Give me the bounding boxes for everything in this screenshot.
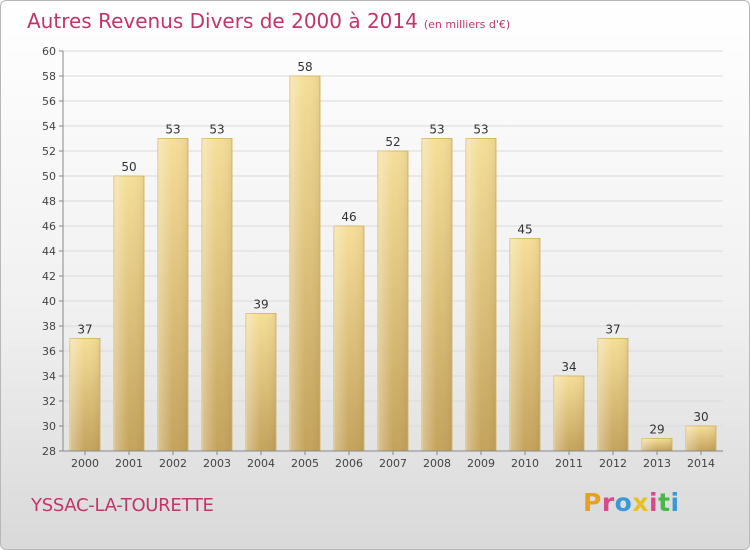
logo-letter: i xyxy=(670,488,680,517)
bar-highlight xyxy=(598,338,628,451)
proxiti-logo: Proxiti xyxy=(583,488,680,517)
y-tick-label: 36 xyxy=(42,345,56,358)
bar-highlight xyxy=(290,76,320,451)
title-unit: (en milliers d'€) xyxy=(423,18,511,31)
bar-value-label: 45 xyxy=(517,223,532,237)
y-tick-label: 54 xyxy=(42,120,56,133)
y-tick-label: 56 xyxy=(42,95,56,108)
bar-value-label: 53 xyxy=(429,123,444,137)
commune-name: YSSAC-LA-TOURETTE xyxy=(31,495,214,516)
x-tick-label: 2011 xyxy=(555,457,583,470)
bar-value-label: 39 xyxy=(253,298,268,312)
x-tick-label: 2009 xyxy=(467,457,495,470)
bar-value-label: 37 xyxy=(77,323,92,337)
x-tick-label: 2000 xyxy=(71,457,99,470)
y-tick-label: 46 xyxy=(42,220,56,233)
logo-letter: o xyxy=(614,488,633,517)
y-tick-label: 44 xyxy=(42,245,56,258)
bar-highlight xyxy=(510,238,540,451)
bar-value-label: 53 xyxy=(473,123,488,137)
logo-letter: t xyxy=(658,488,671,517)
bar-value-label: 30 xyxy=(693,410,708,424)
bars: 37 50 53 53 39 58 46 52 53 53 45 34 37 29 30 xyxy=(69,60,717,452)
bar-highlight xyxy=(70,338,100,451)
bar-highlight xyxy=(202,138,232,451)
bar-highlight xyxy=(554,376,584,451)
y-tick-label: 50 xyxy=(42,170,56,183)
bar-highlight xyxy=(378,151,408,451)
y-tick-label: 32 xyxy=(42,395,56,408)
x-axis: 2000 2001 2002 2003 2004 2005 2006 2007 2008 2009… xyxy=(63,450,723,470)
bar-value-label: 52 xyxy=(385,135,400,149)
x-tick-label: 2003 xyxy=(203,457,231,470)
y-tick-label: 38 xyxy=(42,320,56,333)
y-tick-label: 28 xyxy=(42,445,56,458)
bar-value-label: 46 xyxy=(341,210,356,224)
y-tick-label: 52 xyxy=(42,145,56,158)
y-tick-label: 30 xyxy=(42,420,56,433)
logo-letter: r xyxy=(601,488,615,517)
bar-value-label: 50 xyxy=(121,160,136,174)
title-text: Autres Revenus Divers de 2000 à 2014 xyxy=(27,9,418,33)
bar-highlight xyxy=(642,438,672,451)
bar-highlight xyxy=(158,138,188,451)
y-tick-label: 48 xyxy=(42,195,56,208)
y-tick-label: 40 xyxy=(42,295,56,308)
bar-value-label: 34 xyxy=(561,360,576,374)
y-tick-label: 34 xyxy=(42,370,56,383)
x-tick-label: 2006 xyxy=(335,457,363,470)
logo-letter: P xyxy=(583,488,602,517)
bar-highlight xyxy=(246,313,276,451)
x-tick-label: 2010 xyxy=(511,457,539,470)
bar-value-label: 53 xyxy=(209,123,224,137)
bar-value-label: 58 xyxy=(297,60,312,74)
bar-highlight xyxy=(686,426,716,451)
x-tick-label: 2007 xyxy=(379,457,407,470)
x-tick-label: 2005 xyxy=(291,457,319,470)
y-tick-label: 58 xyxy=(42,70,56,83)
logo-letter: x xyxy=(632,488,649,517)
x-tick-label: 2002 xyxy=(159,457,187,470)
bar-value-label: 37 xyxy=(605,323,620,337)
bar-value-label: 53 xyxy=(165,123,180,137)
x-tick-label: 2013 xyxy=(643,457,671,470)
y-axis: 28 30 32 34 36 38 40 42 44 46 48 50 52 54 56 58 60 xyxy=(42,45,64,458)
chart-title: Autres Revenus Divers de 2000 à 2014 (en … xyxy=(27,9,510,33)
bar-highlight xyxy=(334,226,364,451)
bar-highlight xyxy=(466,138,496,451)
y-tick-label: 60 xyxy=(42,45,56,58)
x-tick-label: 2014 xyxy=(687,457,715,470)
bar-highlight xyxy=(422,138,452,451)
y-tick-label: 42 xyxy=(42,270,56,283)
x-tick-label: 2008 xyxy=(423,457,451,470)
x-tick-label: 2004 xyxy=(247,457,275,470)
x-tick-label: 2001 xyxy=(115,457,143,470)
bar-value-label: 29 xyxy=(649,423,664,437)
x-tick-label: 2012 xyxy=(599,457,627,470)
logo-letter: i xyxy=(649,488,659,517)
bar-highlight xyxy=(114,176,144,451)
